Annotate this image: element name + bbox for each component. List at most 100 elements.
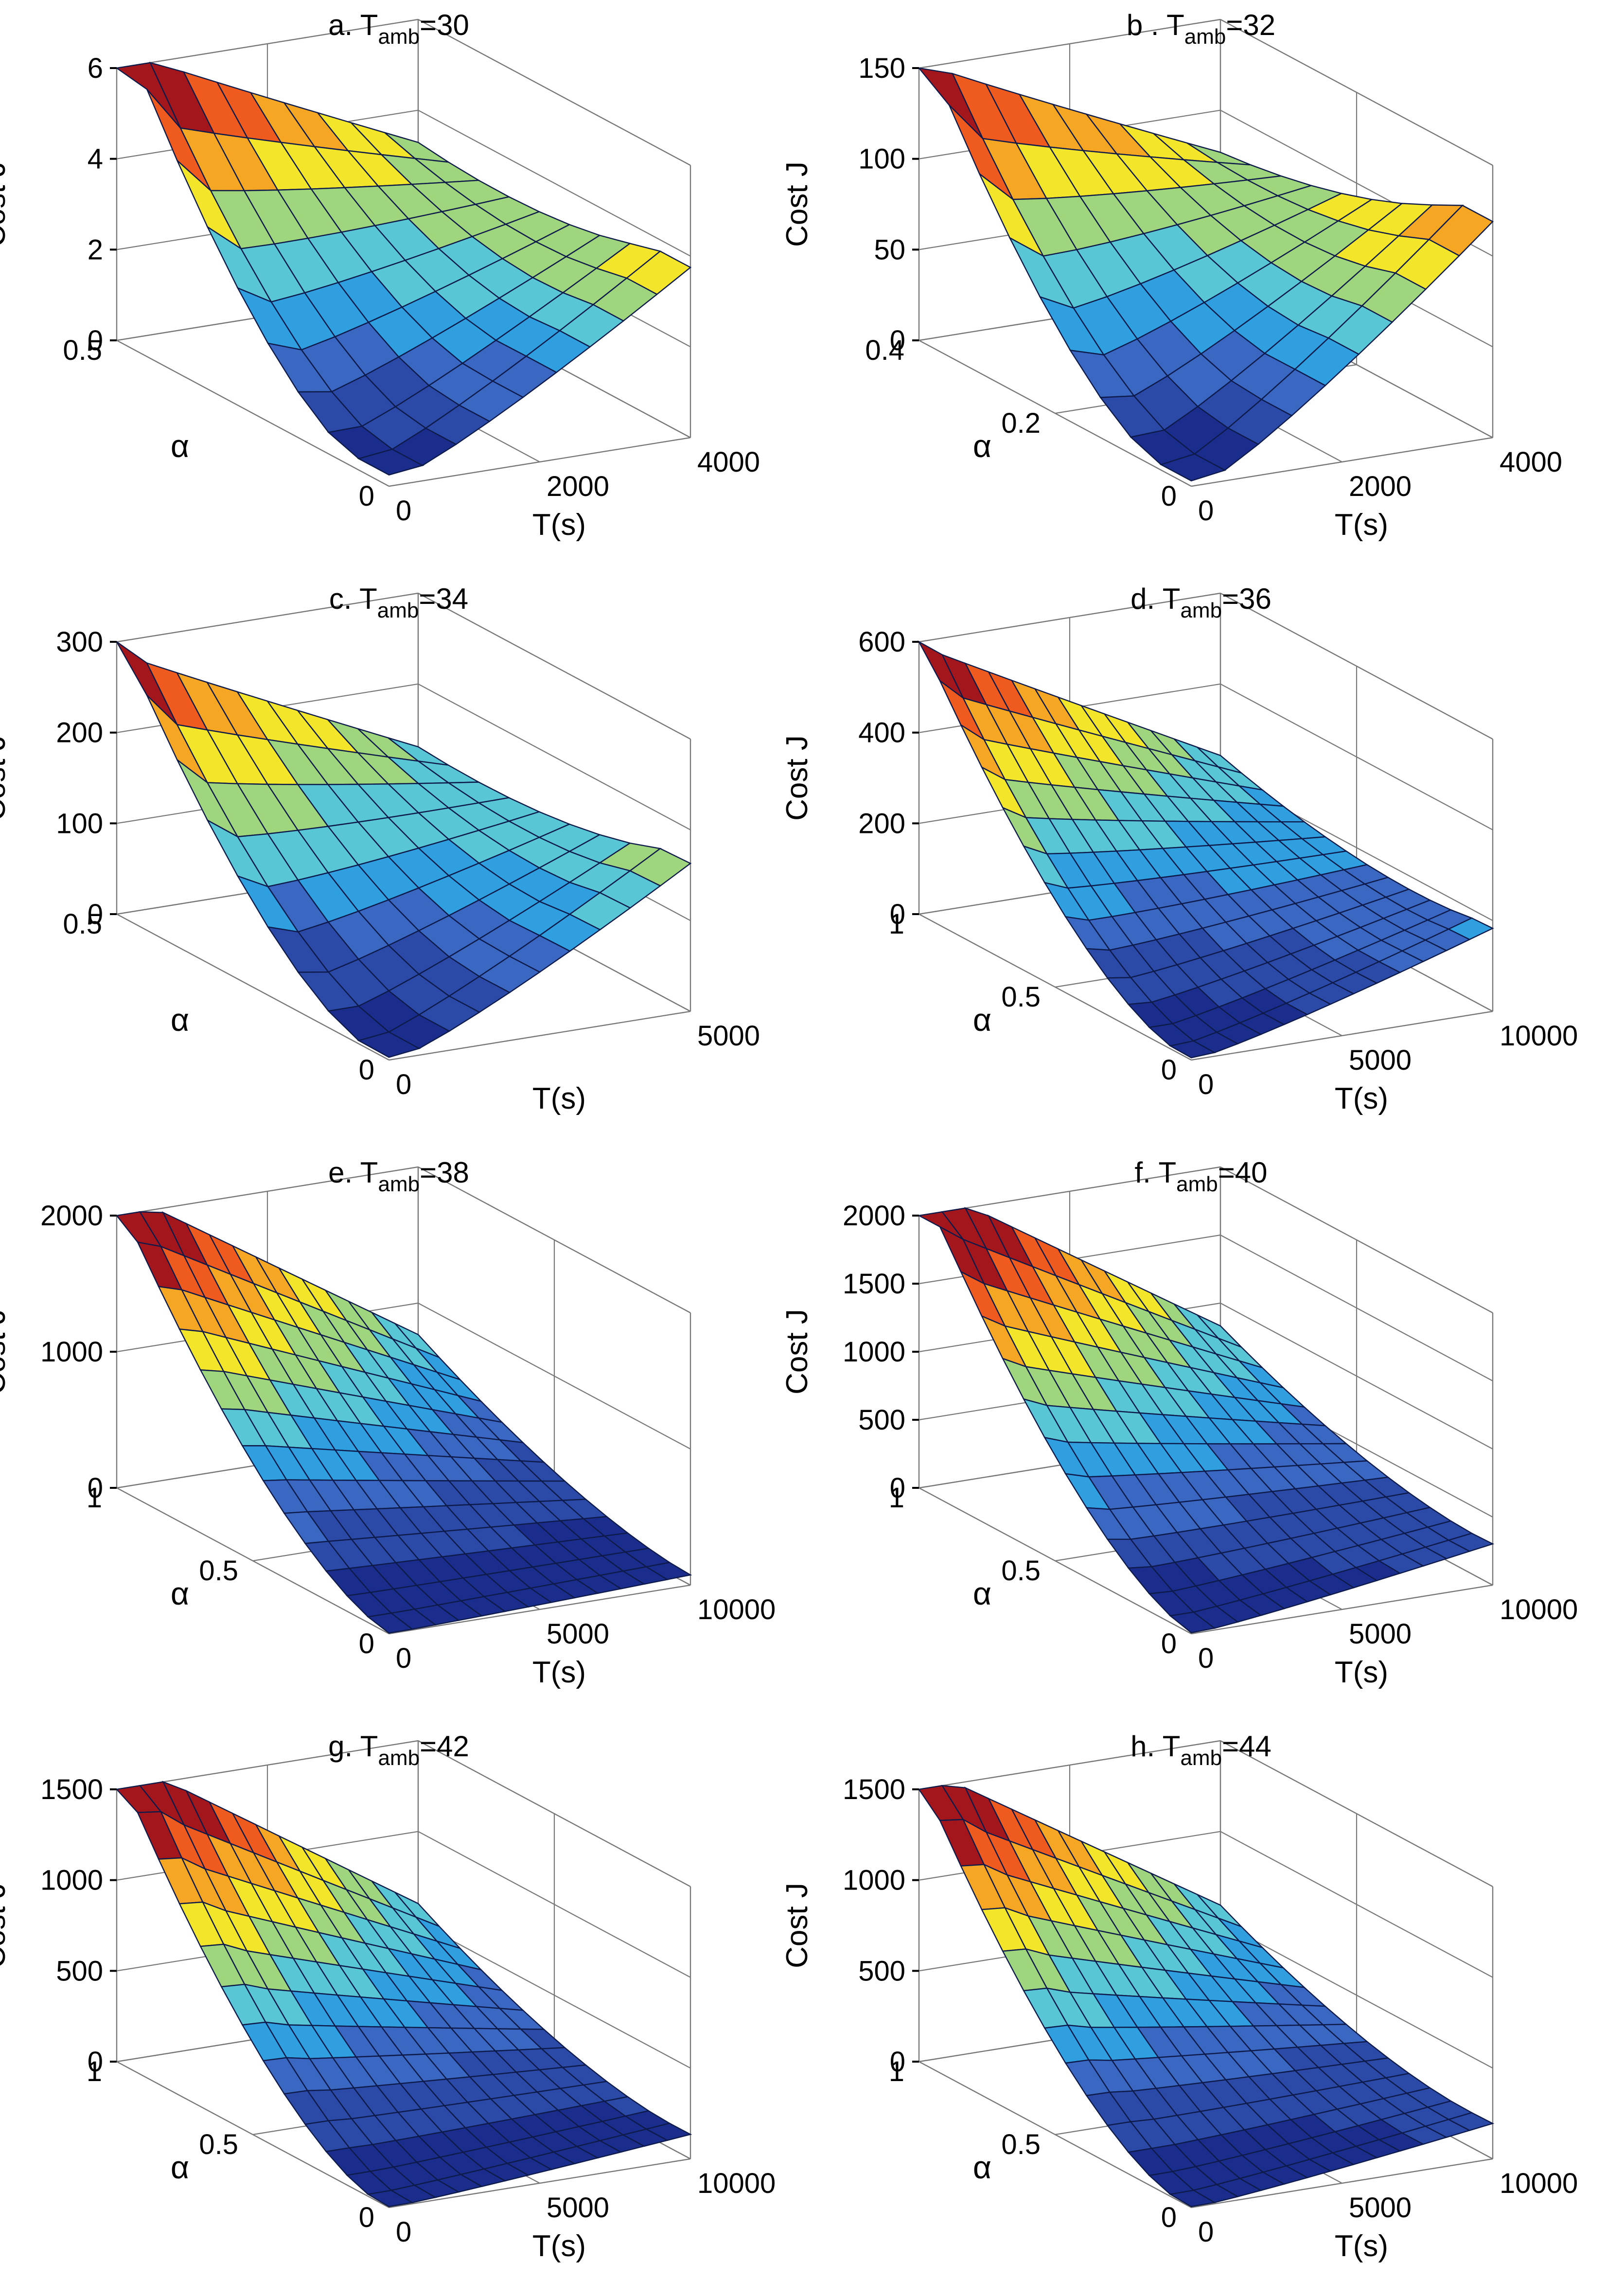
x-tick-label: 5000 xyxy=(547,2192,609,2224)
z-axis-label: Cost J xyxy=(780,161,814,247)
y-grid-line xyxy=(389,1584,691,1635)
x-grid-line xyxy=(116,340,389,487)
x-axis-label: T(s) xyxy=(532,1082,586,1115)
x-axis-label: T(s) xyxy=(1335,1656,1388,1689)
y-tick-label: 0 xyxy=(1161,2202,1177,2233)
x-tick-label: 0 xyxy=(396,2216,411,2248)
x-tick-label: 0 xyxy=(396,1069,411,1100)
y-tick-label: 0.5 xyxy=(1001,1555,1041,1587)
title-prefix: c. T xyxy=(329,583,377,615)
y-tick-label: 1 xyxy=(889,1482,904,1514)
z-tick-label: 0 xyxy=(88,1472,103,1504)
z-tick-label: 1000 xyxy=(843,1865,905,1896)
title-subscript: amb xyxy=(1184,25,1226,49)
title-suffix: =42 xyxy=(420,1730,469,1763)
y-tick-label: 0.4 xyxy=(865,335,904,366)
y-tick-label: 0.5 xyxy=(1001,2129,1041,2160)
y-tick-label: 0 xyxy=(1161,1628,1177,1660)
y-axis-label: α xyxy=(171,1575,189,1611)
z-tick-label: 300 xyxy=(56,626,103,658)
x-tick-label: 10000 xyxy=(697,1594,776,1625)
y-grid-line xyxy=(389,1010,691,1061)
z-tick-label: 0 xyxy=(88,899,103,930)
title-suffix: =44 xyxy=(1222,1730,1271,1763)
y-grid-line xyxy=(389,2158,691,2208)
z-tick-label: 2000 xyxy=(843,1200,905,1232)
z-tick-label: 200 xyxy=(858,808,905,839)
z-axis-label: Cost J xyxy=(780,1309,814,1395)
surface-patch xyxy=(1159,453,1226,482)
title-subscript: amb xyxy=(1180,599,1222,622)
y-grid-line xyxy=(389,437,691,487)
title-prefix: h. T xyxy=(1130,1730,1180,1763)
surface-b xyxy=(918,67,1494,482)
surface-patch xyxy=(1168,2190,1217,2208)
x-tick-label: 0 xyxy=(1198,1643,1214,1674)
y-axis-label: α xyxy=(171,2149,189,2185)
y-tick-label: 0.5 xyxy=(63,335,102,366)
z-tick-label: 500 xyxy=(858,1404,905,1436)
z-grid-line xyxy=(418,109,691,257)
x-tick-label: 10000 xyxy=(1500,2168,1578,2199)
title-prefix: f. T xyxy=(1135,1156,1177,1189)
y-tick-label: 1 xyxy=(87,2056,102,2087)
x-axis-label: T(s) xyxy=(532,2229,586,2263)
chart-title-g: g. Tamb=42 xyxy=(328,1730,469,1770)
z-tick-label: 0 xyxy=(890,899,905,930)
y-tick-label: 1 xyxy=(889,2056,904,2087)
z-tick-label: 6 xyxy=(88,53,103,84)
z-tick-label: 100 xyxy=(858,143,905,175)
title-subscript: amb xyxy=(378,1172,420,1196)
z-grid-line xyxy=(116,592,419,643)
z-tick-label: 1500 xyxy=(40,1774,103,1805)
surface-d xyxy=(918,640,1494,1059)
chart-title-a: a. Tamb=30 xyxy=(328,9,469,49)
x-grid-line xyxy=(116,914,389,1060)
chart-title-c: c. Tamb=34 xyxy=(329,583,468,622)
surface-patch xyxy=(357,448,424,476)
chart-title-f: f. Tamb=40 xyxy=(1135,1156,1268,1196)
x-tick-label: 10000 xyxy=(1500,1594,1578,1625)
surface-c xyxy=(116,641,692,1058)
x-axis-label: T(s) xyxy=(1335,508,1388,542)
y-tick-label: 1 xyxy=(87,1482,102,1514)
z-tick-label: 0 xyxy=(890,1472,905,1504)
x-axis-label: T(s) xyxy=(532,508,586,542)
x-tick-label: 5000 xyxy=(1349,1618,1412,1650)
surface-patch xyxy=(1169,1611,1216,1634)
x-tick-label: 5000 xyxy=(1349,2192,1412,2224)
surface-h xyxy=(918,1784,1495,2208)
z-tick-label: 4 xyxy=(88,143,103,175)
x-axis-label: T(s) xyxy=(1335,2229,1388,2263)
z-tick-label: 1000 xyxy=(40,1336,103,1368)
y-tick-label: 0 xyxy=(359,2202,374,2233)
title-prefix: d. T xyxy=(1130,583,1180,615)
z-axis-label: Cost J xyxy=(0,161,12,247)
title-subscript: amb xyxy=(1180,1746,1222,1770)
title-subscript: amb xyxy=(377,599,419,622)
axes-box-f xyxy=(918,1166,1494,1635)
x-tick-label: 2000 xyxy=(1349,471,1412,502)
surface-patch xyxy=(357,1031,421,1058)
x-tick-label: 10000 xyxy=(697,2168,776,2199)
title-subscript: amb xyxy=(378,25,420,49)
y-axis-label: α xyxy=(973,428,991,464)
x-tick-label: 0 xyxy=(396,1643,411,1674)
x-tick-label: 0 xyxy=(1198,2216,1214,2248)
z-tick-label: 50 xyxy=(874,234,905,265)
chart-title-d: d. Tamb=36 xyxy=(1130,583,1271,622)
chart-title-h: h. Tamb=44 xyxy=(1130,1730,1271,1770)
z-tick-label: 400 xyxy=(858,717,905,749)
surface-patch xyxy=(366,2190,414,2208)
surface-g xyxy=(115,1781,692,2208)
chart-title-b: b . Tamb=32 xyxy=(1127,9,1275,49)
x-tick-label: 10000 xyxy=(1500,1020,1578,1052)
title-prefix: e. T xyxy=(328,1156,378,1189)
z-axis-label: Cost J xyxy=(780,735,814,821)
